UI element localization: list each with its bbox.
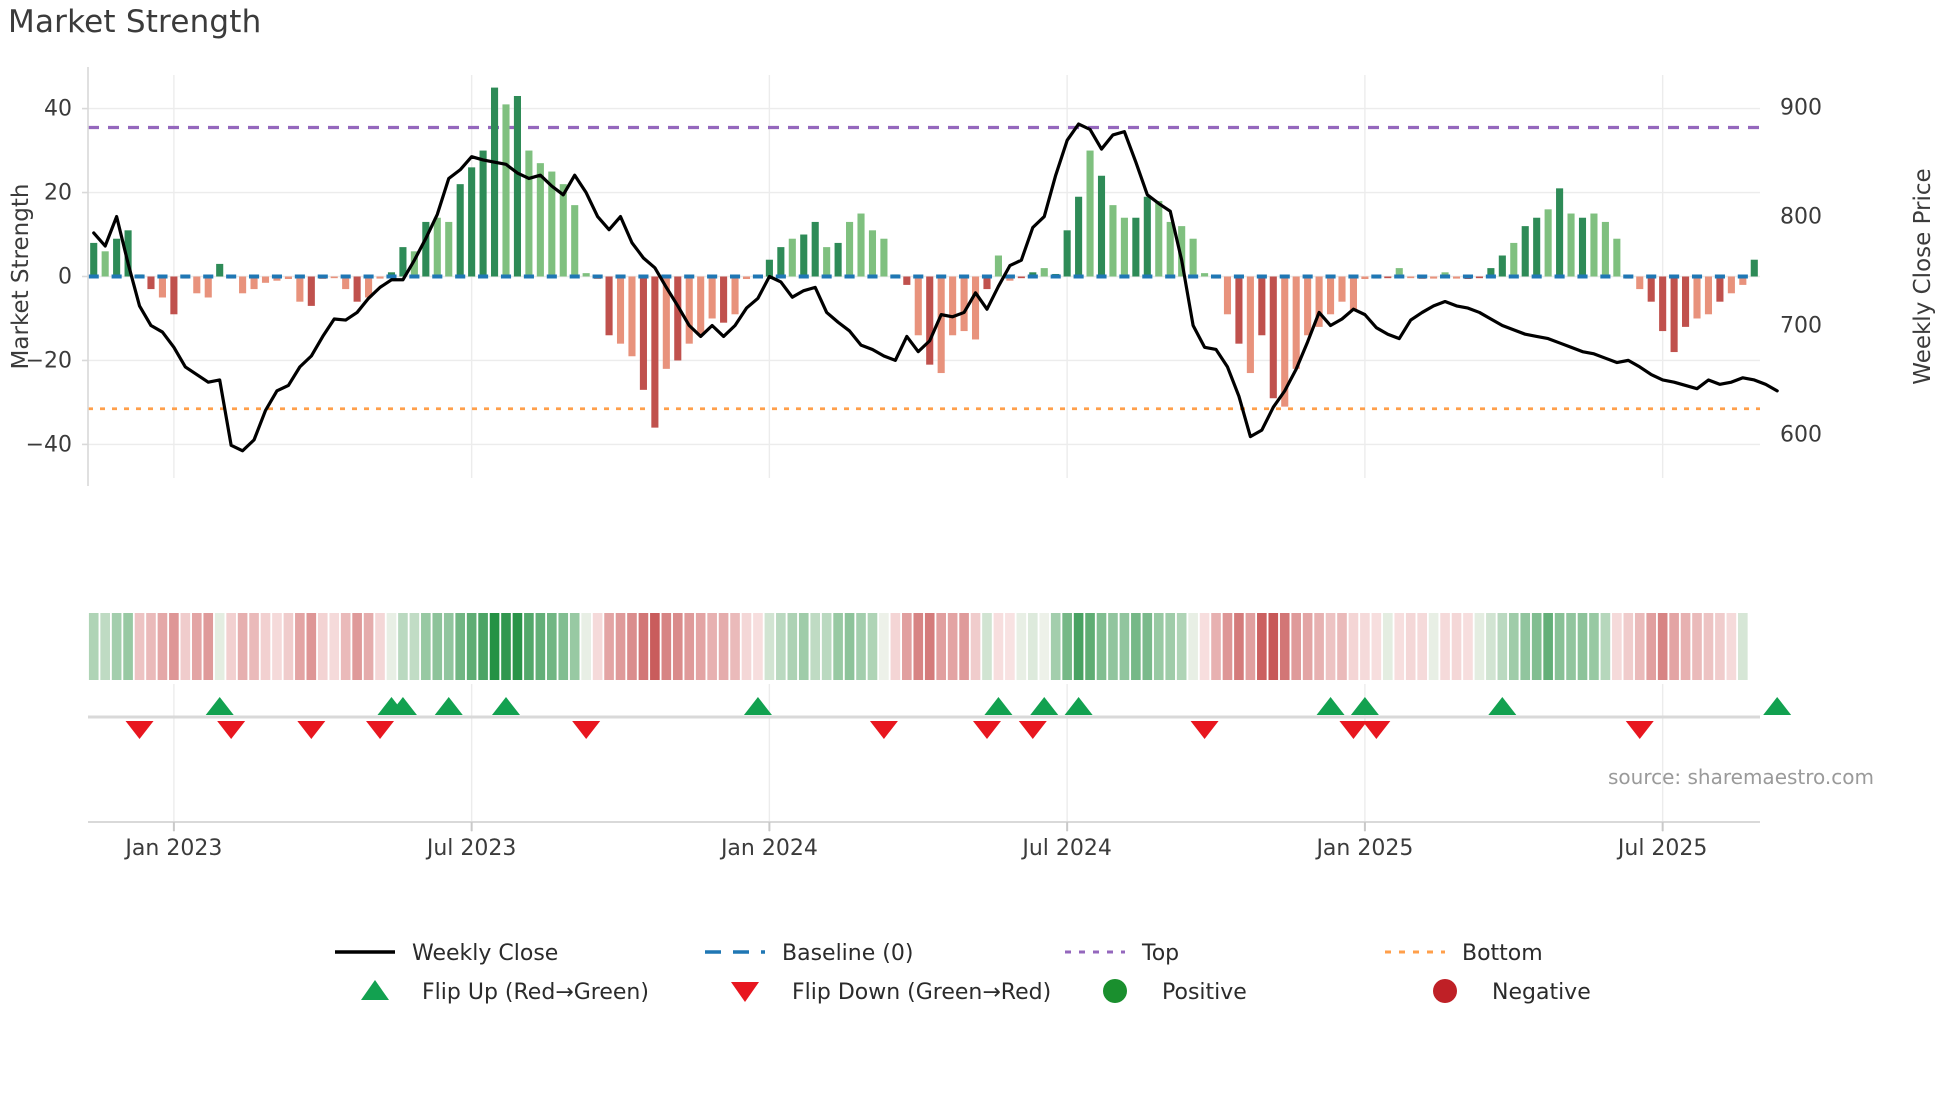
right-axis-label: Weekly Close Price: [1910, 168, 1936, 384]
legend-item[interactable]: Top: [1065, 941, 1179, 966]
right-axis-tick: 800: [1780, 205, 1822, 230]
left-axis-tick: −40: [26, 432, 72, 457]
legend-label: Baseline (0): [782, 941, 913, 966]
left-axis-label: Market Strength: [8, 184, 34, 370]
right-axis-tick: 600: [1780, 422, 1822, 447]
circle-icon: [1103, 979, 1127, 1003]
left-axis-tick: 0: [58, 265, 72, 290]
x-axis-tick: Jul 2023: [425, 836, 517, 861]
strength-bars: [90, 87, 1758, 428]
triangle-up-icon: [361, 980, 389, 1000]
tone-heatmap-strip: [88, 613, 1748, 680]
legend-label: Flip Down (Green→Red): [792, 980, 1051, 1005]
source-attribution: source: sharemaestro.com: [1608, 765, 1874, 789]
x-axis-tick: Jan 2025: [1314, 836, 1413, 861]
legend-label: Positive: [1162, 980, 1247, 1005]
left-axis-tick: −20: [26, 348, 72, 373]
right-axis-tick: 700: [1780, 314, 1822, 339]
legend-item[interactable]: Weekly Close: [335, 941, 558, 966]
left-axis-tick: 20: [44, 181, 72, 206]
x-axis-tick: Jul 2024: [1020, 836, 1112, 861]
flip-markers: [88, 697, 1792, 739]
legend-item[interactable]: Flip Down (Green→Red): [731, 980, 1051, 1005]
legend-item[interactable]: Bottom: [1385, 941, 1543, 966]
legend-label: Bottom: [1462, 941, 1543, 966]
x-axis-tick: Jul 2025: [1616, 836, 1708, 861]
legend: Weekly Close Baseline (0) Top Bottom Flip Up…: [335, 941, 1591, 1005]
reference-lines: [88, 125, 1760, 411]
left-axis-tick: 40: [44, 97, 72, 122]
circle-icon: [1433, 979, 1457, 1003]
legend-item[interactable]: Baseline (0): [705, 941, 913, 966]
legend-item[interactable]: Negative: [1433, 979, 1591, 1005]
triangle-down-icon: [731, 982, 759, 1002]
weekly-close-line: [92, 122, 1779, 453]
legend-label: Weekly Close: [412, 941, 558, 966]
x-axis-tick: Jan 2024: [719, 836, 818, 861]
right-axis-tick: 900: [1780, 96, 1822, 121]
legend-label: Flip Up (Red→Green): [422, 980, 649, 1005]
page-title: Market Strength: [8, 4, 262, 40]
legend-item[interactable]: Flip Up (Red→Green): [361, 980, 649, 1005]
x-axis-tick: Jan 2023: [123, 836, 222, 861]
legend-label: Negative: [1492, 980, 1591, 1005]
axes: 40 20 0 −20 −40 900 800 700 600 Jan 2023 Jul 2023 J…: [8, 67, 1936, 861]
legend-item[interactable]: Positive: [1103, 979, 1247, 1005]
legend-label: Top: [1141, 941, 1179, 966]
